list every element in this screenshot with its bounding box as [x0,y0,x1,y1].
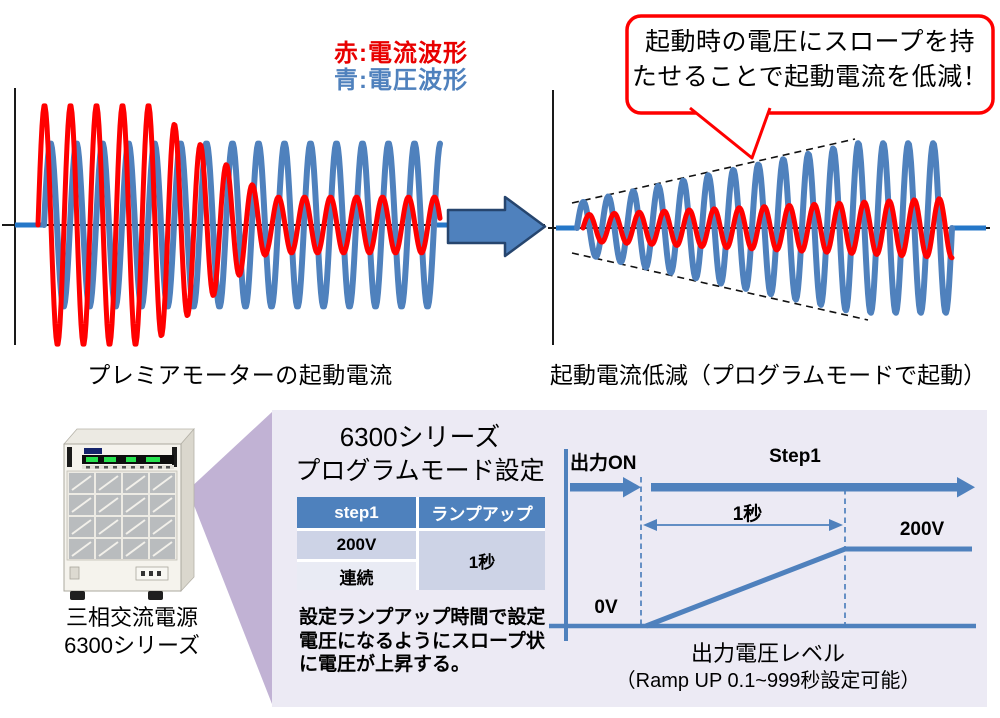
device-handle-right [172,447,177,467]
panel-heading-line2: プログラムモード設定 [295,457,545,485]
right-wave-paths [574,140,955,316]
envelope-dashed-top [571,138,856,204]
device-buttons [86,466,170,469]
callout-text: 起動時の電圧にスロープを持 たせることで起動電流を低減！ [629,25,991,95]
timing-high-level-label: 200V [899,519,945,540]
device-grille-cells [69,473,175,559]
voltage-wave-right [574,140,955,316]
caption-right-chart: 起動電流低減（プログラムモードで起動） [549,362,987,388]
timing-caption-line2: （Ramp UP 0.1~999秒設定可能） [615,670,921,692]
device-display-readout [86,457,98,462]
ramp-timing-chart [549,449,976,641]
device-display-readout [104,457,116,462]
device-button-strip [82,465,174,469]
ramp-description: 設定ランプアップ時間で設定 電圧になるようにスロープ状 に電圧が上昇する。 [299,606,545,677]
table-cell-voltage: 200V [297,531,416,559]
legend-voltage: 青:電圧波形 [334,67,468,94]
ramp-description-line3: に電圧が上昇する。 [299,654,471,675]
ramp-time-double-arrow [643,519,843,531]
device-caster-right [148,591,163,600]
legend-current: 赤:電流波形 [334,40,468,67]
device-brand-label [84,448,102,454]
power-supply-illustration [63,427,195,600]
callout-line-1: 起動時の電圧にスロープを持 [644,28,975,56]
left-wave-paths [35,103,443,347]
ramp-description-line1: 設定ランプアップ時間で設定 [299,607,546,628]
callout-line-2: たせることで起動電流を低減！ [631,63,989,91]
table-cell-ramp-time: 1秒 [419,531,545,590]
device-caster-left [70,591,85,600]
timing-low-level-label: 0V [594,597,618,618]
device-display-readout [126,457,136,462]
program-settings-table: step1 ランプアップ 200V 連続 1秒 [297,497,545,590]
table-header-step1: step1 [297,497,416,528]
device-side-face [180,427,195,593]
output-on-arrow [570,477,641,498]
callout-bubble [625,14,995,160]
current-wave-left [35,103,443,347]
zoom-connector-triangle [188,412,272,704]
voltage-wave-left [41,140,443,310]
timing-caption-line1: 出力電圧レベル [690,641,845,666]
callout-tail [689,106,772,160]
device-label-line1: 三相交流電源 [65,605,198,630]
table-cell-continuous: 連続 [297,562,416,590]
ramp-description-line2: 電圧になるようにスロープ状 [299,630,545,652]
device-outlet-marks [141,571,161,576]
timing-ramp-time-label: 1秒 [732,504,763,525]
transition-arrow [446,195,547,258]
device-switch [69,566,80,580]
device-label-line2: 6300シリーズ [64,633,200,658]
timing-step1-label: Step1 [769,446,821,467]
timing-output-on-label: 出力ON [570,453,637,474]
step1-arrow [651,477,975,498]
caption-left-chart: プレミアモーターの起動電流 [87,362,393,388]
current-wave-right [580,196,955,261]
panel-heading-line1: 6300シリーズ [339,422,501,452]
voltage-ramp-line [645,546,972,629]
device-handle-left [67,447,72,467]
callout-bubble-body [625,14,995,115]
device-top-face [63,428,195,445]
device-display-readout [146,457,160,462]
table-header-rampup: ランプアップ [419,497,545,528]
